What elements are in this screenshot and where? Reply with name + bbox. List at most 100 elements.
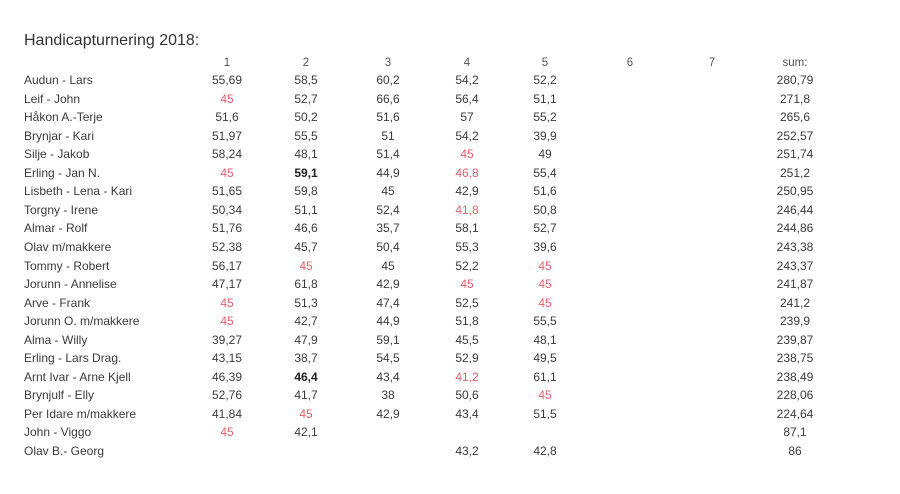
team-name: Leif - John [24,91,81,106]
score-round-1: 51,97 [211,128,243,143]
column-header-round-2: 2 [302,57,310,69]
score-sum: 87,1 [783,425,807,440]
score-round-4: 45 [460,147,474,162]
score-round-4: 41,8 [455,202,479,217]
team-name: Silje - Jakob [24,147,90,162]
score-round-4: 52,5 [455,295,479,310]
score-round-4: 55,3 [455,239,479,254]
table-row: Erling - Jan N. 45 59,1 44,9 46,8 55,4 251,2 [0,164,900,182]
table-row: Tommy - Robert 56,17 45 45 52,2 45 243,37 [0,257,900,275]
score-sum: 251,74 [776,147,814,162]
score-sum: 246,44 [776,202,814,217]
score-round-5: 51,5 [533,406,557,421]
column-header-sum: sum: [782,57,808,69]
table-row: Jorunn - Annelise 47,17 61,8 42,9 45 45 241,87 [0,275,900,293]
table-row: Håkon A.-Terje 51,6 50,2 51,6 57 55,2 265,6 [0,108,900,126]
score-round-2: 46,6 [294,221,318,236]
score-round-5: 61,1 [533,369,557,384]
score-round-3: 35,7 [376,221,400,236]
table-row: Olav B.- Georg 43,2 42,8 86 [0,442,900,460]
score-round-2: 42,1 [294,425,318,440]
team-name: Arve - Frank [24,295,91,310]
score-round-5: 42,8 [533,444,557,458]
score-round-1: 46,39 [211,369,243,384]
score-round-2: 51,1 [294,202,318,217]
score-sum: 271,8 [779,91,811,106]
score-sum: 238,49 [776,369,814,384]
team-name: Erling - Jan N. [24,165,101,180]
score-sum: 239,87 [776,332,814,347]
score-round-4: 50,6 [455,388,479,403]
score-round-2: 52,7 [294,91,318,106]
score-round-5: 55,4 [533,165,557,180]
score-round-2: 47,9 [294,332,318,347]
score-round-5: 45 [538,277,552,292]
score-sum: 86 [788,444,802,458]
team-name: Brynjulf - Elly [24,388,95,403]
score-round-2: 45,7 [294,239,318,254]
team-name: Jorunn O. m/makkere [24,314,140,329]
score-round-5: 39,6 [533,239,557,254]
score-round-3: 42,9 [376,277,400,292]
score-round-1: 55,69 [211,73,243,87]
table-row: Leif - John 45 52,7 66,6 56,4 51,1 271,8 [0,90,900,108]
score-round-5: 55,5 [533,314,557,329]
score-sum: 244,86 [776,221,814,236]
score-sum: 224,64 [776,406,814,421]
score-round-2: 59,8 [294,184,318,199]
score-sum: 243,38 [776,239,814,254]
score-round-5: 49 [538,147,552,162]
team-name: Håkon A.-Terje [24,110,103,125]
table-row: Brynjar - Kari 51,97 55,5 51 54,2 39,9 252,57 [0,127,900,145]
score-round-1: 51,65 [211,184,243,199]
team-name: Audun - Lars [24,73,93,87]
score-round-5: 50,8 [533,202,557,217]
column-header-round-5: 5 [541,57,549,69]
column-header-round-6: 6 [626,57,634,69]
team-name: John - Viggo [24,425,92,440]
score-round-5: 55,2 [533,110,557,125]
score-round-1: 51,6 [215,110,239,125]
team-name: Olav B.- Georg [24,444,105,458]
score-round-2: 50,2 [294,110,318,125]
score-round-3: 45 [381,258,395,273]
score-sum: 241,87 [776,277,814,292]
score-round-3: 47,4 [376,295,400,310]
score-round-4: 52,9 [455,351,479,366]
score-round-2: 38,7 [294,351,318,366]
table-row: Jorunn O. m/makkere 45 42,7 44,9 51,8 55,5 239… [0,312,900,330]
team-name: Arnt Ivar - Arne Kjell [24,369,131,384]
score-round-3: 66,6 [376,91,400,106]
score-round-4: 56,4 [455,91,479,106]
table-row: Olav m/makkere 52,38 45,7 50,4 55,3 39,6 243,3… [0,238,900,256]
score-round-5: 51,6 [533,184,557,199]
score-round-3: 51,4 [376,147,400,162]
score-round-1: 52,76 [211,388,243,403]
score-round-1: 50,34 [211,202,243,217]
score-sum: 280,79 [776,73,814,87]
table-row: Alma - Willy 39,27 47,9 59,1 45,5 48,1 239,87 [0,331,900,349]
score-round-5: 45 [538,388,552,403]
score-sum: 241,2 [779,295,811,310]
score-round-4: 43,2 [455,444,479,458]
team-name: Brynjar - Kari [24,128,95,143]
score-round-4: 54,2 [455,128,479,143]
score-round-4: 51,8 [455,314,479,329]
score-round-2: 61,8 [294,277,318,292]
score-round-4: 45,5 [455,332,479,347]
score-round-2: 46,4 [294,369,318,384]
score-round-3: 42,9 [376,406,400,421]
score-sum: 265,6 [779,110,811,125]
score-round-1: 45 [220,91,234,106]
score-sum: 239,9 [779,314,811,329]
score-round-1: 43,15 [211,351,243,366]
score-round-3: 54,5 [376,351,400,366]
score-round-4: 45 [460,277,474,292]
score-round-1: 45 [220,425,234,440]
team-name: Tommy - Robert [24,258,110,273]
team-name: Torgny - Irene [24,202,99,217]
table-row: Audun - Lars 55,69 58,5 60,2 54,2 52,2 280,79 [0,71,900,89]
column-header-round-3: 3 [384,57,392,69]
score-round-5: 52,7 [533,221,557,236]
score-round-1: 47,17 [211,277,243,292]
